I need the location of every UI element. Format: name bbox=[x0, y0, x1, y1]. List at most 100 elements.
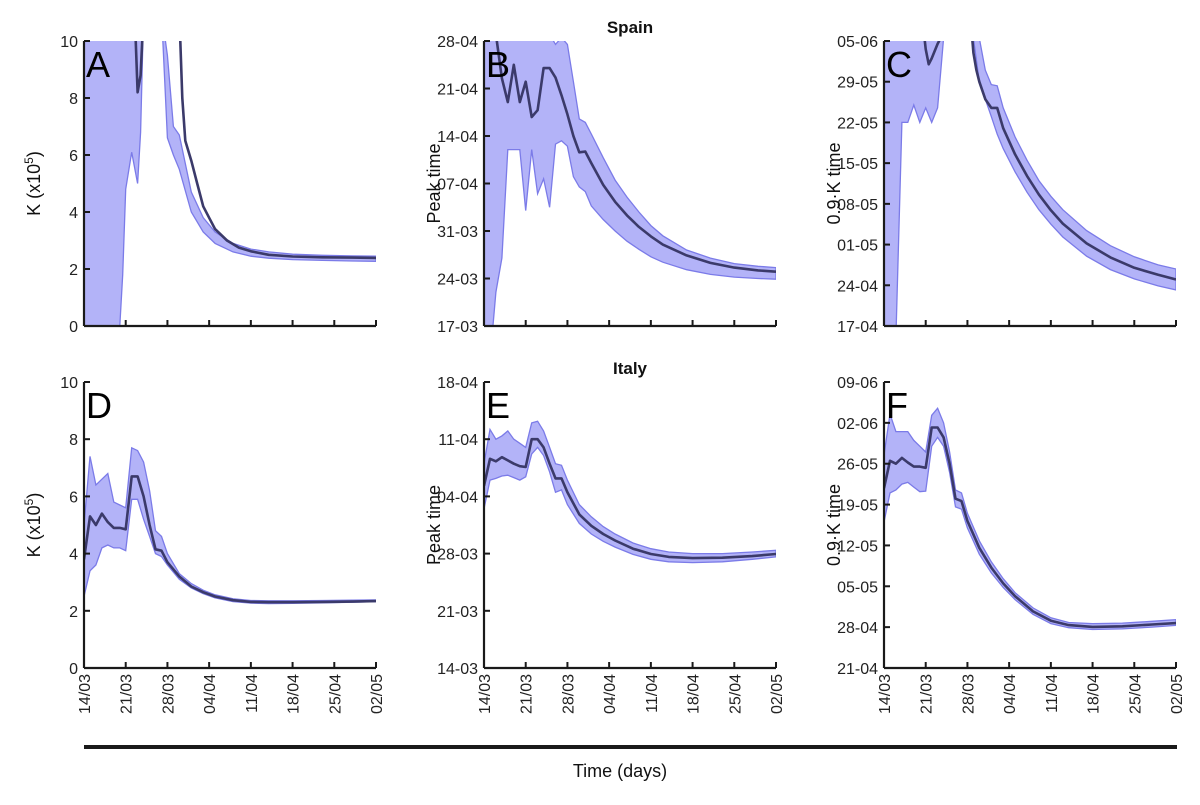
mean-line-e-0 bbox=[484, 437, 776, 560]
plot-area-f bbox=[884, 407, 1176, 631]
panel-letter-c: C bbox=[886, 44, 912, 85]
y-tick-label-e: 11-04 bbox=[438, 432, 478, 449]
x-tick-label-f: 21/03 bbox=[919, 674, 936, 714]
panel-c: 17-04 24-04 01-05 08-05 15-05 22-05 29-05 05-06… bbox=[824, 34, 1177, 336]
y-tick-label-c: 08-05 bbox=[837, 197, 878, 214]
y-tick-label-b: 21-04 bbox=[437, 82, 478, 99]
y-tick-label-e: 21-03 bbox=[437, 604, 478, 621]
y-axis-title-f: 0.9·K time bbox=[824, 484, 844, 566]
panel-a: 0 2 4 6 8 10 K (x105) A bbox=[22, 34, 377, 336]
mean-line-c-1 bbox=[971, 41, 1176, 281]
y-tick-label-f: 09-06 bbox=[837, 375, 878, 392]
y-tick-label-d: 0 bbox=[69, 661, 78, 678]
mean-line-a-0 bbox=[134, 41, 144, 94]
y-tick-label-a: 0 bbox=[69, 319, 78, 336]
panel-letter-e: E bbox=[486, 385, 510, 426]
x-tick-label-e: 25/04 bbox=[727, 674, 744, 714]
y-axis-title-b: Peak time bbox=[424, 143, 444, 223]
confidence-band-b bbox=[484, 41, 776, 326]
x-tick-label-f: 14/03 bbox=[877, 674, 894, 714]
x-tick-label-d: 28/03 bbox=[160, 674, 177, 714]
row-title-italy: Italy bbox=[613, 359, 648, 378]
x-tick-label-d: 25/04 bbox=[327, 674, 344, 714]
y-tick-label-a: 4 bbox=[69, 205, 78, 222]
y-tick-label-a: 10 bbox=[60, 34, 78, 51]
y-tick-label-e: 14-03 bbox=[437, 661, 478, 678]
row-title-spain: Spain bbox=[607, 18, 653, 37]
x-tick-label-f: 04/04 bbox=[1002, 674, 1019, 714]
y-tick-label-f: 21-04 bbox=[837, 661, 878, 678]
panel-letter-d: D bbox=[86, 385, 112, 426]
y-tick-label-f: 28-04 bbox=[837, 620, 878, 637]
plot-area-a bbox=[84, 41, 376, 326]
confidence-band-a bbox=[84, 41, 376, 326]
y-tick-label-f: 19-05 bbox=[837, 498, 878, 515]
confidence-band-c bbox=[884, 41, 1176, 326]
y-tick-label-c: 29-05 bbox=[837, 75, 878, 92]
confidence-band-d bbox=[84, 446, 376, 605]
x-tick-label-f: 28/03 bbox=[960, 674, 977, 714]
x-tick-label-d: 11/04 bbox=[244, 674, 261, 713]
mean-line-b-0 bbox=[495, 41, 776, 273]
x-tick-label-f: 11/04 bbox=[1044, 674, 1061, 713]
y-axis-title-c: 0.9·K time bbox=[824, 142, 844, 224]
x-tick-label-d: 21/03 bbox=[119, 674, 136, 714]
y-tick-label-e: 04-04 bbox=[437, 489, 478, 506]
y-tick-label-f: 02-06 bbox=[837, 416, 878, 433]
x-tick-label-e: 02/05 bbox=[769, 674, 786, 714]
x-tick-label-e: 21/03 bbox=[519, 674, 536, 714]
y-tick-label-c: 05-06 bbox=[837, 34, 878, 51]
y-tick-label-d: 8 bbox=[69, 432, 78, 449]
x-axis-title: Time (days) bbox=[573, 761, 667, 781]
y-tick-label-c: 24-04 bbox=[837, 278, 878, 295]
panel-letter-f: F bbox=[886, 385, 908, 426]
y-tick-label-b: 31-03 bbox=[437, 224, 478, 241]
panel-letter-a: A bbox=[86, 44, 110, 85]
mean-line-f-0 bbox=[884, 426, 1176, 629]
y-tick-label-c: 15-05 bbox=[837, 156, 878, 173]
mean-line-a-1 bbox=[178, 41, 376, 260]
panel-e: 14-03 21-03 28-03 04-04 11-04 18-04 14/03 21/03… bbox=[424, 375, 786, 714]
y-tick-label-b: 07-04 bbox=[437, 177, 478, 194]
x-tick-label-f: 02/05 bbox=[1169, 674, 1186, 714]
y-tick-label-c: 01-05 bbox=[837, 238, 878, 255]
y-axis-title-e: Peak time bbox=[424, 485, 444, 565]
x-tick-label-d: 14/03 bbox=[77, 674, 94, 714]
x-tick-label-d: 18/04 bbox=[286, 674, 303, 714]
y-tick-label-c: 22-05 bbox=[837, 115, 878, 132]
y-tick-label-b: 28-04 bbox=[437, 34, 478, 51]
y-tick-label-a: 2 bbox=[69, 262, 78, 279]
y-tick-label-f: 12-05 bbox=[837, 538, 878, 555]
x-tick-label-d: 02/05 bbox=[369, 674, 386, 714]
plot-area-b bbox=[484, 41, 776, 326]
x-tick-label-e: 28/03 bbox=[560, 674, 577, 714]
y-tick-label-f: 05-05 bbox=[837, 579, 878, 596]
y-tick-label-b: 17-03 bbox=[437, 319, 478, 336]
y-tick-label-d: 2 bbox=[69, 604, 78, 621]
mean-line-d-0 bbox=[84, 475, 376, 604]
x-tick-label-f: 18/04 bbox=[1086, 674, 1103, 714]
y-axis-title-d: K (x105) bbox=[22, 493, 44, 558]
plot-area-d bbox=[84, 446, 376, 605]
y-tick-label-a: 6 bbox=[69, 148, 78, 165]
y-tick-label-b: 24-03 bbox=[437, 272, 478, 289]
y-tick-label-e: 28-03 bbox=[437, 547, 478, 564]
x-tick-label-d: 04/04 bbox=[202, 674, 219, 714]
x-tick-label-e: 18/04 bbox=[686, 674, 703, 714]
x-tick-label-e: 04/04 bbox=[602, 674, 619, 714]
confidence-band-f bbox=[884, 407, 1176, 631]
plot-area-e bbox=[484, 420, 776, 564]
x-tick-label-e: 14/03 bbox=[477, 674, 494, 714]
y-tick-label-f: 26-05 bbox=[837, 457, 878, 474]
panel-b: 17-03 24-03 31-03 07-04 14-04 21-04 28-04 Peak … bbox=[424, 34, 777, 336]
y-tick-label-a: 8 bbox=[69, 91, 78, 108]
x-tick-label-f: 25/04 bbox=[1127, 674, 1144, 714]
y-tick-label-c: 17-04 bbox=[837, 319, 878, 336]
y-tick-label-d: 10 bbox=[60, 375, 78, 392]
y-tick-label-d: 6 bbox=[69, 489, 78, 506]
panel-d: 0 2 4 6 8 10 14/03 21/03 28/03 04/04 11/04 18/04 25/… bbox=[22, 375, 386, 714]
panel-f: 21-04 28-04 05-05 12-05 19-05 26-05 02-06 09-06… bbox=[824, 375, 1186, 714]
y-tick-label-b: 14-04 bbox=[437, 129, 478, 146]
x-tick-label-e: 11/04 bbox=[644, 674, 661, 713]
